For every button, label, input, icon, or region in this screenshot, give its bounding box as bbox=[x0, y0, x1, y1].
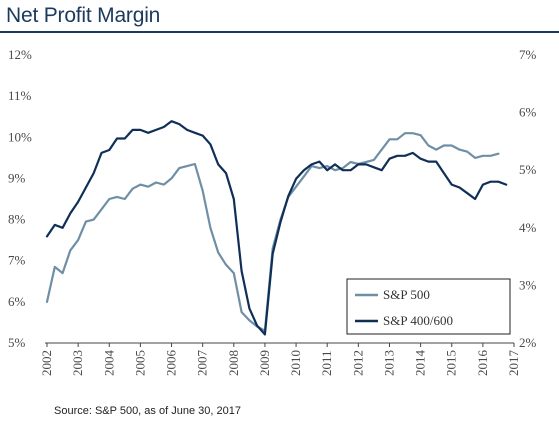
y-left-tick-label: 6% bbox=[8, 294, 26, 309]
x-tick-label: 2003 bbox=[70, 350, 85, 376]
x-tick-label: 2017 bbox=[506, 350, 521, 377]
y-left-tick-label: 8% bbox=[8, 212, 26, 227]
x-tick-label: 2016 bbox=[475, 350, 490, 377]
y-left-tick-label: 9% bbox=[8, 170, 26, 185]
series-group bbox=[45, 120, 508, 336]
x-tick-label: 2013 bbox=[381, 350, 396, 376]
y-right-tick-label: 4% bbox=[519, 220, 537, 235]
series-line-sp400-600 bbox=[45, 120, 508, 336]
y-left-tick-label: 11% bbox=[8, 88, 32, 103]
legend-label: S&P 500 bbox=[383, 287, 430, 302]
x-tick-label: 2002 bbox=[39, 350, 54, 376]
legend-box bbox=[346, 278, 511, 335]
y-right-tick-label: 2% bbox=[519, 335, 537, 350]
x-tick-label: 2008 bbox=[226, 350, 241, 376]
y-right-tick-label: 7% bbox=[519, 47, 537, 62]
x-tick-label: 2011 bbox=[319, 350, 334, 376]
x-tick-label: 2006 bbox=[164, 350, 179, 377]
y-right-tick-label: 6% bbox=[519, 105, 537, 120]
x-tick-label: 2009 bbox=[257, 350, 272, 376]
y-left-tick-label: 12% bbox=[8, 47, 32, 62]
legend-group: S&P 500 S&P 400/600 bbox=[346, 278, 511, 335]
x-tick-label: 2014 bbox=[413, 350, 428, 377]
chart-title: Net Profit Margin bbox=[6, 4, 161, 27]
source-note: Source: S&P 500, as of June 30, 2017 bbox=[54, 405, 241, 417]
title-rule bbox=[0, 31, 559, 33]
x-tick-label: 2007 bbox=[195, 350, 210, 377]
x-tick-label: 2012 bbox=[350, 350, 365, 376]
axes-group: 5% 6% 7% 8% 9% 10% 11% 12% 2% 3% 4% 5% 6% 7% 2002 2003 2… bbox=[8, 47, 537, 376]
x-tick-label: 2005 bbox=[132, 350, 147, 376]
y-right-tick-label: 3% bbox=[519, 277, 537, 292]
y-left-tick-label: 5% bbox=[8, 335, 26, 350]
x-tick-label: 2004 bbox=[101, 350, 116, 377]
y-left-tick-label: 10% bbox=[8, 129, 32, 144]
series-line-sp500 bbox=[45, 132, 500, 332]
x-tick-label: 2015 bbox=[444, 350, 459, 376]
y-left-tick-label: 7% bbox=[8, 253, 26, 268]
legend-label: S&P 400/600 bbox=[383, 313, 453, 328]
y-right-tick-label: 5% bbox=[519, 162, 537, 177]
x-tick-label: 2010 bbox=[288, 350, 303, 376]
